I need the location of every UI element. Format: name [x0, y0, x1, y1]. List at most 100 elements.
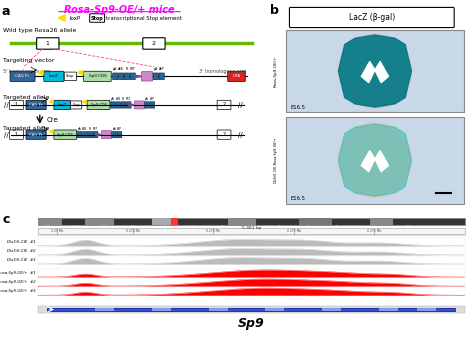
Text: p21.3: p21.3	[72, 225, 80, 229]
Polygon shape	[38, 70, 43, 75]
Text: Stop: Stop	[91, 15, 103, 21]
Text: Dlx5/6-CIE  #3: Dlx5/6-CIE #3	[7, 258, 36, 262]
Text: CAG Pr: CAG Pr	[29, 103, 43, 107]
FancyBboxPatch shape	[370, 218, 393, 225]
Text: CAG Pr: CAG Pr	[16, 74, 30, 78]
Polygon shape	[361, 62, 375, 83]
Text: Rosa-Sp9-OE/+: Rosa-Sp9-OE/+	[274, 55, 278, 87]
FancyBboxPatch shape	[38, 306, 465, 313]
Text: Dlx5/6-CIE;Rosa-Sp9-OE/+  #2: Dlx5/6-CIE;Rosa-Sp9-OE/+ #2	[0, 280, 36, 284]
Text: pA: pA	[154, 67, 158, 70]
Polygon shape	[58, 15, 65, 21]
Text: Sp9 CDS: Sp9 CDS	[89, 74, 106, 78]
Text: Sp9: Sp9	[238, 317, 264, 330]
Text: b: b	[270, 4, 279, 17]
Text: 1: 1	[46, 41, 50, 46]
Text: pA: pA	[113, 67, 118, 70]
Text: pA: pA	[111, 97, 115, 101]
Text: 0.274 Mb: 0.274 Mb	[126, 229, 140, 233]
FancyBboxPatch shape	[26, 100, 46, 110]
Polygon shape	[49, 100, 53, 103]
FancyBboxPatch shape	[38, 287, 465, 295]
Text: Cre: Cre	[46, 117, 58, 122]
FancyBboxPatch shape	[26, 130, 46, 139]
FancyBboxPatch shape	[150, 102, 155, 108]
FancyBboxPatch shape	[54, 130, 77, 139]
FancyBboxPatch shape	[217, 100, 231, 110]
Text: AtB: AtB	[116, 97, 121, 101]
Text: AtP: AtP	[150, 97, 155, 101]
FancyBboxPatch shape	[117, 131, 122, 138]
FancyBboxPatch shape	[77, 131, 82, 138]
Text: LacZ: LacZ	[57, 103, 67, 107]
FancyBboxPatch shape	[143, 38, 165, 49]
Polygon shape	[338, 35, 411, 107]
Text: LacZ (β-gal): LacZ (β-gal)	[349, 13, 395, 22]
Text: Targeting vector: Targeting vector	[3, 58, 54, 63]
FancyBboxPatch shape	[286, 117, 464, 203]
Text: pA: pA	[112, 127, 116, 131]
Text: Dlx5/6-CIE;Rosa-Sp9-OE/+  #3: Dlx5/6-CIE;Rosa-Sp9-OE/+ #3	[0, 289, 36, 293]
Polygon shape	[375, 150, 389, 172]
FancyBboxPatch shape	[116, 102, 120, 108]
Text: FRT: FRT	[130, 67, 136, 70]
FancyBboxPatch shape	[38, 247, 465, 255]
Text: LacZ: LacZ	[49, 74, 59, 78]
Text: pA: pA	[145, 97, 149, 101]
FancyBboxPatch shape	[290, 8, 454, 28]
Text: AtP: AtP	[159, 67, 164, 70]
FancyBboxPatch shape	[9, 130, 23, 139]
FancyBboxPatch shape	[95, 307, 114, 312]
Text: transcriptional Stop element: transcriptional Stop element	[106, 15, 182, 21]
Text: //: //	[238, 132, 243, 137]
Text: AtB: AtB	[118, 67, 124, 70]
Text: 0.276 Mb: 0.276 Mb	[367, 229, 382, 233]
Polygon shape	[361, 150, 375, 172]
Text: q1: q1	[306, 225, 310, 229]
FancyArrow shape	[95, 134, 100, 136]
FancyBboxPatch shape	[265, 307, 284, 312]
FancyBboxPatch shape	[38, 238, 465, 246]
FancyBboxPatch shape	[87, 100, 110, 110]
Text: FRT: FRT	[93, 127, 98, 131]
Text: pA: pA	[78, 127, 82, 131]
Text: Wild type Rosa26 allele: Wild type Rosa26 allele	[3, 28, 76, 33]
Text: AtB: AtB	[82, 127, 88, 131]
Text: p5: p5	[164, 225, 168, 229]
Text: 2: 2	[222, 132, 226, 137]
FancyBboxPatch shape	[44, 71, 64, 81]
FancyBboxPatch shape	[124, 73, 129, 80]
Text: AtP: AtP	[117, 127, 122, 131]
FancyBboxPatch shape	[171, 218, 178, 225]
FancyBboxPatch shape	[101, 131, 111, 139]
FancyBboxPatch shape	[228, 218, 256, 225]
Text: E16.5: E16.5	[291, 105, 305, 110]
Text: FRT: FRT	[126, 97, 131, 101]
Text: Pr: Pr	[122, 97, 125, 101]
Text: E16.5: E16.5	[291, 196, 305, 201]
FancyBboxPatch shape	[38, 218, 465, 225]
Text: 1: 1	[15, 132, 18, 137]
Text: Targeted allele: Targeted allele	[3, 126, 49, 131]
Text: //: //	[4, 102, 9, 108]
Text: 2: 2	[222, 103, 226, 107]
FancyBboxPatch shape	[228, 71, 245, 81]
FancyBboxPatch shape	[152, 307, 171, 312]
Text: DTA: DTA	[232, 74, 241, 78]
Text: p7.7: p7.7	[45, 225, 50, 229]
FancyBboxPatch shape	[38, 278, 465, 286]
FancyArrow shape	[128, 104, 133, 106]
Text: loxP: loxP	[69, 15, 80, 21]
FancyBboxPatch shape	[141, 72, 153, 81]
FancyBboxPatch shape	[153, 73, 158, 80]
FancyBboxPatch shape	[145, 102, 149, 108]
FancyBboxPatch shape	[130, 73, 136, 80]
Text: Pr: Pr	[89, 127, 91, 131]
Text: Dlx5/6-CIE  #1: Dlx5/6-CIE #1	[7, 240, 36, 244]
FancyBboxPatch shape	[286, 30, 464, 113]
FancyBboxPatch shape	[38, 269, 465, 277]
Text: 0.274 Mb: 0.274 Mb	[206, 229, 220, 233]
FancyBboxPatch shape	[90, 14, 105, 22]
Text: Sp9 CDS: Sp9 CDS	[57, 133, 73, 137]
FancyBboxPatch shape	[417, 307, 436, 312]
